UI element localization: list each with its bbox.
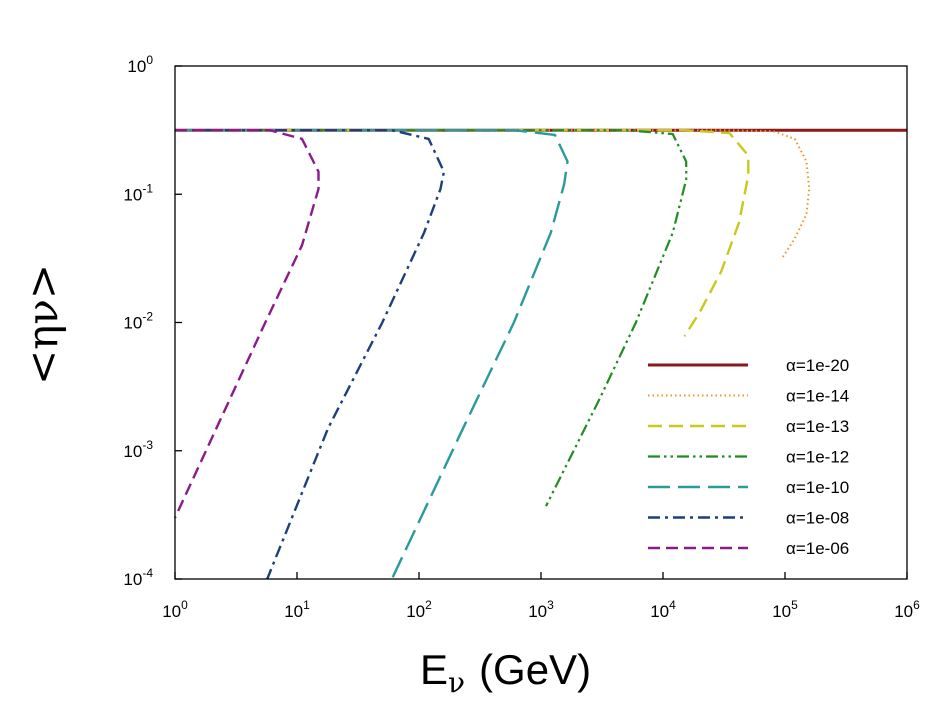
series-layer [173,128,907,580]
series-line-2 [175,129,750,337]
x-tick-label: 105 [772,598,798,621]
y-tick-label: 10-2 [123,310,153,333]
legend-label-6: α=1e-06 [786,539,849,558]
y-axis-title-text: <ην> [18,263,68,385]
y-axis-title: <ην> [8,254,78,394]
x-axis-title-subscript: ν [448,666,466,699]
legend-label-5: α=1e-08 [786,509,849,528]
series-line-6 [173,129,320,519]
legend-label-2: α=1e-13 [786,417,849,436]
x-tick-label: 101 [284,598,310,621]
legend-label-3: α=1e-12 [786,448,849,467]
y-tick-label: 100 [127,53,153,76]
legend-label-4: α=1e-10 [786,478,849,497]
series-line-3 [175,129,688,507]
x-axis-title: Eν (GeV) [420,646,592,699]
x-tick-label: 106 [894,598,920,621]
series-line-1 [175,129,811,259]
y-tick-label: 10-1 [123,181,153,204]
x-tick-label: 104 [650,598,676,621]
series-line-5 [175,129,446,580]
series-line-4 [175,129,569,580]
y-tick-label: 10-4 [123,566,153,589]
x-tick-label: 103 [528,598,554,621]
x-axis-title-main: E [420,646,449,693]
y-tick-label: 10-3 [123,438,153,461]
x-tick-label: 102 [406,598,432,621]
y-axis-ticks: 100 10-1 10-2 10-3 10-4 [123,53,182,589]
x-axis-title-unit: (GeV) [479,646,592,693]
legend-label-0: α=1e-20 [786,356,849,375]
legend-label-1: α=1e-14 [786,387,849,406]
x-axis-ticks: 100 101 102 103 104 105 106 [162,572,920,621]
legend: α=1e-20 α=1e-14 α=1e-13 α=1e-12 α=1e-10 α=1e-… [648,356,849,558]
x-tick-label: 100 [162,598,188,621]
